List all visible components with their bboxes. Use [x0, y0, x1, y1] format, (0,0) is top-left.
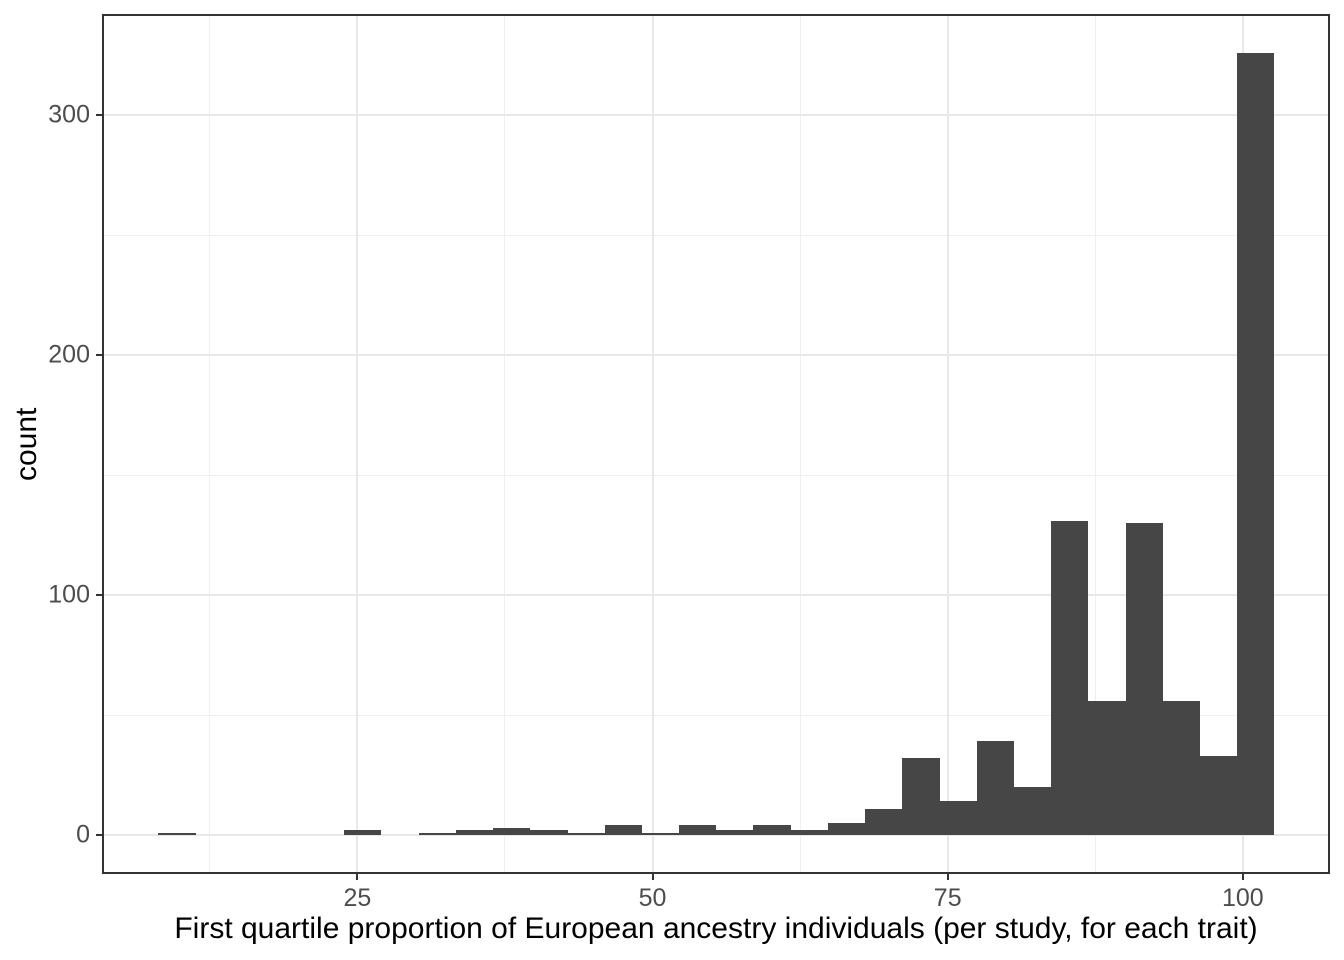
y-axis-tick — [96, 114, 102, 117]
gridline-major-y — [102, 594, 1330, 597]
x-tick-label: 100 — [1222, 884, 1264, 912]
histogram-bar — [753, 825, 791, 836]
histogram-bar — [865, 808, 903, 835]
gridline-minor-x — [209, 14, 211, 874]
histogram-bar — [1200, 755, 1238, 835]
gridline-minor-y — [102, 474, 1330, 476]
y-axis-tick — [96, 594, 102, 597]
histogram-bar — [567, 832, 605, 835]
histogram-bar — [827, 823, 866, 835]
y-tick-label: 200 — [48, 340, 90, 369]
x-tick-label: 25 — [343, 884, 372, 912]
histogram-bar — [790, 830, 828, 836]
gridline-minor-y — [102, 234, 1330, 236]
x-axis-tick — [651, 874, 654, 880]
x-axis-tick — [946, 874, 949, 880]
histogram-bar — [679, 825, 717, 836]
gridline-major-y — [102, 114, 1330, 117]
histogram-bar — [976, 741, 1014, 835]
plot-panel — [102, 14, 1330, 874]
gridline-minor-y — [102, 714, 1330, 716]
histogram-bar — [455, 830, 494, 836]
gridline-major-x — [946, 14, 949, 874]
histogram-bar — [1162, 700, 1200, 835]
gridline-major-x — [651, 14, 654, 874]
x-axis-tick — [356, 874, 359, 880]
x-tick-label: 75 — [933, 884, 962, 912]
gridline-minor-x — [799, 14, 801, 874]
y-tick-label: 300 — [48, 100, 90, 129]
histogram-bar — [158, 832, 196, 835]
histogram-bar — [1051, 520, 1089, 835]
histogram-bar — [604, 825, 642, 836]
gridline-major-y — [102, 354, 1330, 357]
y-tick-label: 0 — [76, 820, 90, 849]
gridline-minor-x — [1094, 14, 1096, 874]
histogram-bar — [418, 832, 456, 835]
x-axis-tick — [1241, 874, 1244, 880]
histogram-bar — [939, 801, 977, 835]
histogram-bar — [1013, 787, 1052, 835]
histogram-bar — [902, 758, 940, 835]
x-axis-title: First quartile proportion of European an… — [174, 912, 1258, 945]
histogram-bar — [1125, 523, 1163, 835]
y-tick-label: 100 — [48, 580, 90, 609]
histogram-bar — [493, 827, 531, 835]
histogram-bar — [716, 830, 754, 836]
gridline-minor-x — [504, 14, 506, 874]
histogram-bar — [530, 830, 568, 836]
histogram-bar — [1088, 700, 1126, 835]
histogram-bar — [641, 832, 680, 835]
y-axis-tick — [96, 354, 102, 357]
x-tick-label: 50 — [638, 884, 667, 912]
gridline-major-y — [102, 834, 1330, 837]
y-axis-tick — [96, 834, 102, 837]
histogram-bar — [344, 830, 382, 836]
histogram-bar — [1237, 52, 1275, 835]
gridline-major-x — [356, 14, 359, 874]
y-axis-title: count — [10, 407, 43, 481]
